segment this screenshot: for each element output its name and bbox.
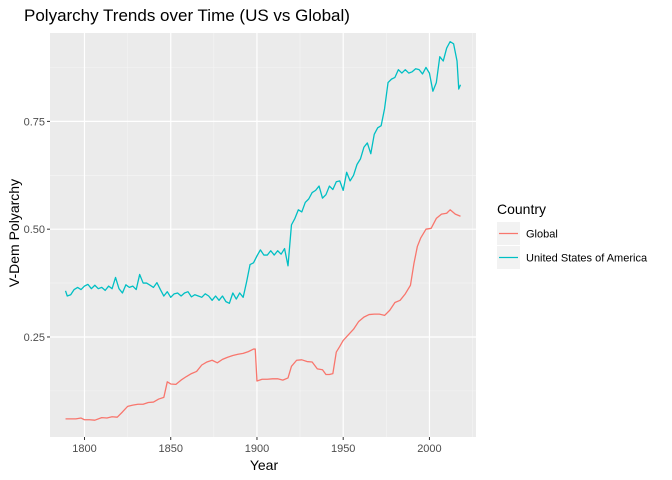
legend-title: Country — [497, 201, 546, 217]
legend: Country Global United States of America — [497, 201, 648, 269]
legend-items: Global United States of America — [497, 222, 648, 269]
x-tick-label: 2000 — [417, 443, 441, 455]
chart-title: Polyarchy Trends over Time (US vs Global… — [24, 6, 350, 25]
y-axis-title: V-Dem Polyarchy — [6, 179, 22, 287]
y-tick-label: 0.75 — [24, 116, 45, 128]
x-tick-label: 1950 — [331, 443, 355, 455]
y-tick-label: 0.50 — [24, 224, 45, 236]
axis-ticks — [47, 120, 430, 440]
x-tick-labels: 1800 1850 1900 1950 2000 — [72, 443, 441, 455]
x-tick-label: 1900 — [245, 443, 269, 455]
grid-major — [50, 33, 476, 437]
legend-label: Global — [526, 229, 558, 241]
x-tick-label: 1850 — [158, 443, 182, 455]
series-layer — [64, 40, 462, 421]
x-axis-title: Year — [250, 457, 279, 473]
y-tick-labels: 0.25 0.50 0.75 — [24, 116, 45, 344]
y-tick-label: 0.25 — [24, 332, 45, 344]
legend-label: United States of America — [526, 253, 648, 265]
plot-panel — [50, 33, 476, 437]
series-line-0 — [65, 209, 461, 421]
series-line-1 — [64, 40, 462, 304]
x-tick-label: 1800 — [72, 443, 96, 455]
